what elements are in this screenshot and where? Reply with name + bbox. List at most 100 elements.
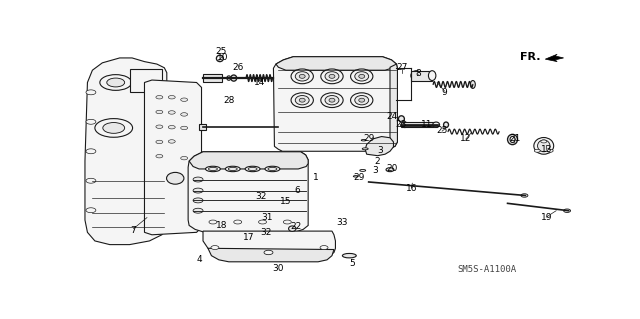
Text: 30: 30 bbox=[273, 264, 284, 273]
Ellipse shape bbox=[205, 166, 220, 172]
Circle shape bbox=[168, 95, 175, 99]
Circle shape bbox=[156, 95, 163, 99]
Ellipse shape bbox=[329, 98, 335, 102]
Ellipse shape bbox=[245, 166, 260, 172]
Polygon shape bbox=[545, 54, 564, 62]
Ellipse shape bbox=[428, 71, 436, 80]
Circle shape bbox=[86, 90, 96, 95]
Ellipse shape bbox=[355, 72, 369, 81]
Ellipse shape bbox=[228, 167, 237, 171]
Ellipse shape bbox=[353, 175, 358, 177]
Ellipse shape bbox=[342, 254, 356, 258]
Text: 11: 11 bbox=[422, 120, 433, 129]
Ellipse shape bbox=[209, 167, 218, 171]
Text: 32: 32 bbox=[260, 228, 272, 237]
Text: 27: 27 bbox=[397, 63, 408, 72]
Polygon shape bbox=[412, 71, 432, 80]
Text: 16: 16 bbox=[406, 184, 417, 193]
Text: FR.: FR. bbox=[520, 52, 540, 63]
Text: 20: 20 bbox=[387, 165, 398, 174]
Circle shape bbox=[234, 220, 242, 224]
Text: 2: 2 bbox=[375, 157, 380, 166]
Circle shape bbox=[193, 177, 203, 182]
Ellipse shape bbox=[399, 116, 404, 122]
Text: 28: 28 bbox=[223, 96, 234, 105]
Text: 6: 6 bbox=[294, 186, 300, 195]
Circle shape bbox=[264, 250, 273, 255]
Polygon shape bbox=[387, 64, 397, 149]
Circle shape bbox=[534, 149, 540, 152]
Ellipse shape bbox=[265, 166, 280, 172]
Circle shape bbox=[180, 113, 188, 116]
Circle shape bbox=[180, 156, 188, 160]
Circle shape bbox=[86, 178, 96, 183]
Ellipse shape bbox=[538, 140, 550, 152]
Ellipse shape bbox=[295, 95, 309, 105]
Ellipse shape bbox=[329, 74, 335, 78]
Polygon shape bbox=[188, 152, 308, 232]
Text: 18: 18 bbox=[216, 221, 227, 230]
Polygon shape bbox=[189, 152, 308, 169]
Ellipse shape bbox=[248, 167, 257, 171]
Text: SM5S-A1100A: SM5S-A1100A bbox=[457, 265, 516, 274]
Polygon shape bbox=[273, 57, 397, 151]
Text: 33: 33 bbox=[336, 219, 348, 227]
Ellipse shape bbox=[231, 75, 237, 81]
Circle shape bbox=[180, 126, 188, 130]
Text: 7: 7 bbox=[131, 226, 136, 235]
Circle shape bbox=[168, 140, 175, 143]
Circle shape bbox=[86, 149, 96, 154]
Polygon shape bbox=[203, 231, 335, 258]
Circle shape bbox=[156, 140, 163, 144]
Polygon shape bbox=[401, 122, 437, 127]
Circle shape bbox=[168, 111, 175, 114]
Circle shape bbox=[168, 125, 175, 129]
Polygon shape bbox=[276, 57, 396, 70]
Ellipse shape bbox=[291, 69, 314, 84]
Text: 29: 29 bbox=[363, 135, 374, 144]
Circle shape bbox=[193, 188, 203, 193]
FancyBboxPatch shape bbox=[129, 69, 162, 92]
Ellipse shape bbox=[510, 137, 515, 143]
Circle shape bbox=[156, 125, 163, 129]
Polygon shape bbox=[85, 58, 167, 245]
Text: 22: 22 bbox=[290, 222, 301, 231]
Text: 1: 1 bbox=[313, 173, 319, 182]
Polygon shape bbox=[145, 80, 202, 235]
Polygon shape bbox=[208, 248, 334, 262]
Text: 21: 21 bbox=[510, 135, 521, 144]
Ellipse shape bbox=[289, 226, 296, 231]
Text: 25: 25 bbox=[436, 126, 448, 135]
Ellipse shape bbox=[351, 93, 373, 108]
Ellipse shape bbox=[359, 74, 365, 78]
Ellipse shape bbox=[362, 148, 368, 150]
Text: 23: 23 bbox=[396, 120, 407, 129]
Circle shape bbox=[211, 246, 219, 249]
FancyBboxPatch shape bbox=[199, 124, 207, 130]
Ellipse shape bbox=[325, 72, 339, 81]
Text: 3: 3 bbox=[377, 145, 383, 154]
FancyBboxPatch shape bbox=[203, 74, 222, 82]
Text: 19: 19 bbox=[541, 212, 552, 222]
Text: 13: 13 bbox=[541, 145, 552, 154]
Circle shape bbox=[95, 119, 132, 137]
Ellipse shape bbox=[268, 167, 277, 171]
Ellipse shape bbox=[325, 95, 339, 105]
Text: 32: 32 bbox=[255, 192, 267, 201]
Text: 12: 12 bbox=[460, 135, 472, 144]
Text: 10: 10 bbox=[217, 53, 228, 63]
Circle shape bbox=[541, 140, 547, 143]
Ellipse shape bbox=[360, 169, 365, 171]
Text: 14: 14 bbox=[254, 78, 265, 87]
Text: 4: 4 bbox=[196, 255, 202, 264]
Circle shape bbox=[156, 110, 163, 114]
Text: 24: 24 bbox=[387, 112, 398, 122]
Ellipse shape bbox=[411, 71, 422, 80]
Ellipse shape bbox=[361, 139, 366, 141]
Circle shape bbox=[320, 246, 328, 249]
Polygon shape bbox=[365, 137, 394, 156]
Ellipse shape bbox=[534, 137, 554, 154]
Ellipse shape bbox=[321, 69, 343, 84]
Circle shape bbox=[209, 220, 217, 224]
Ellipse shape bbox=[403, 122, 408, 128]
